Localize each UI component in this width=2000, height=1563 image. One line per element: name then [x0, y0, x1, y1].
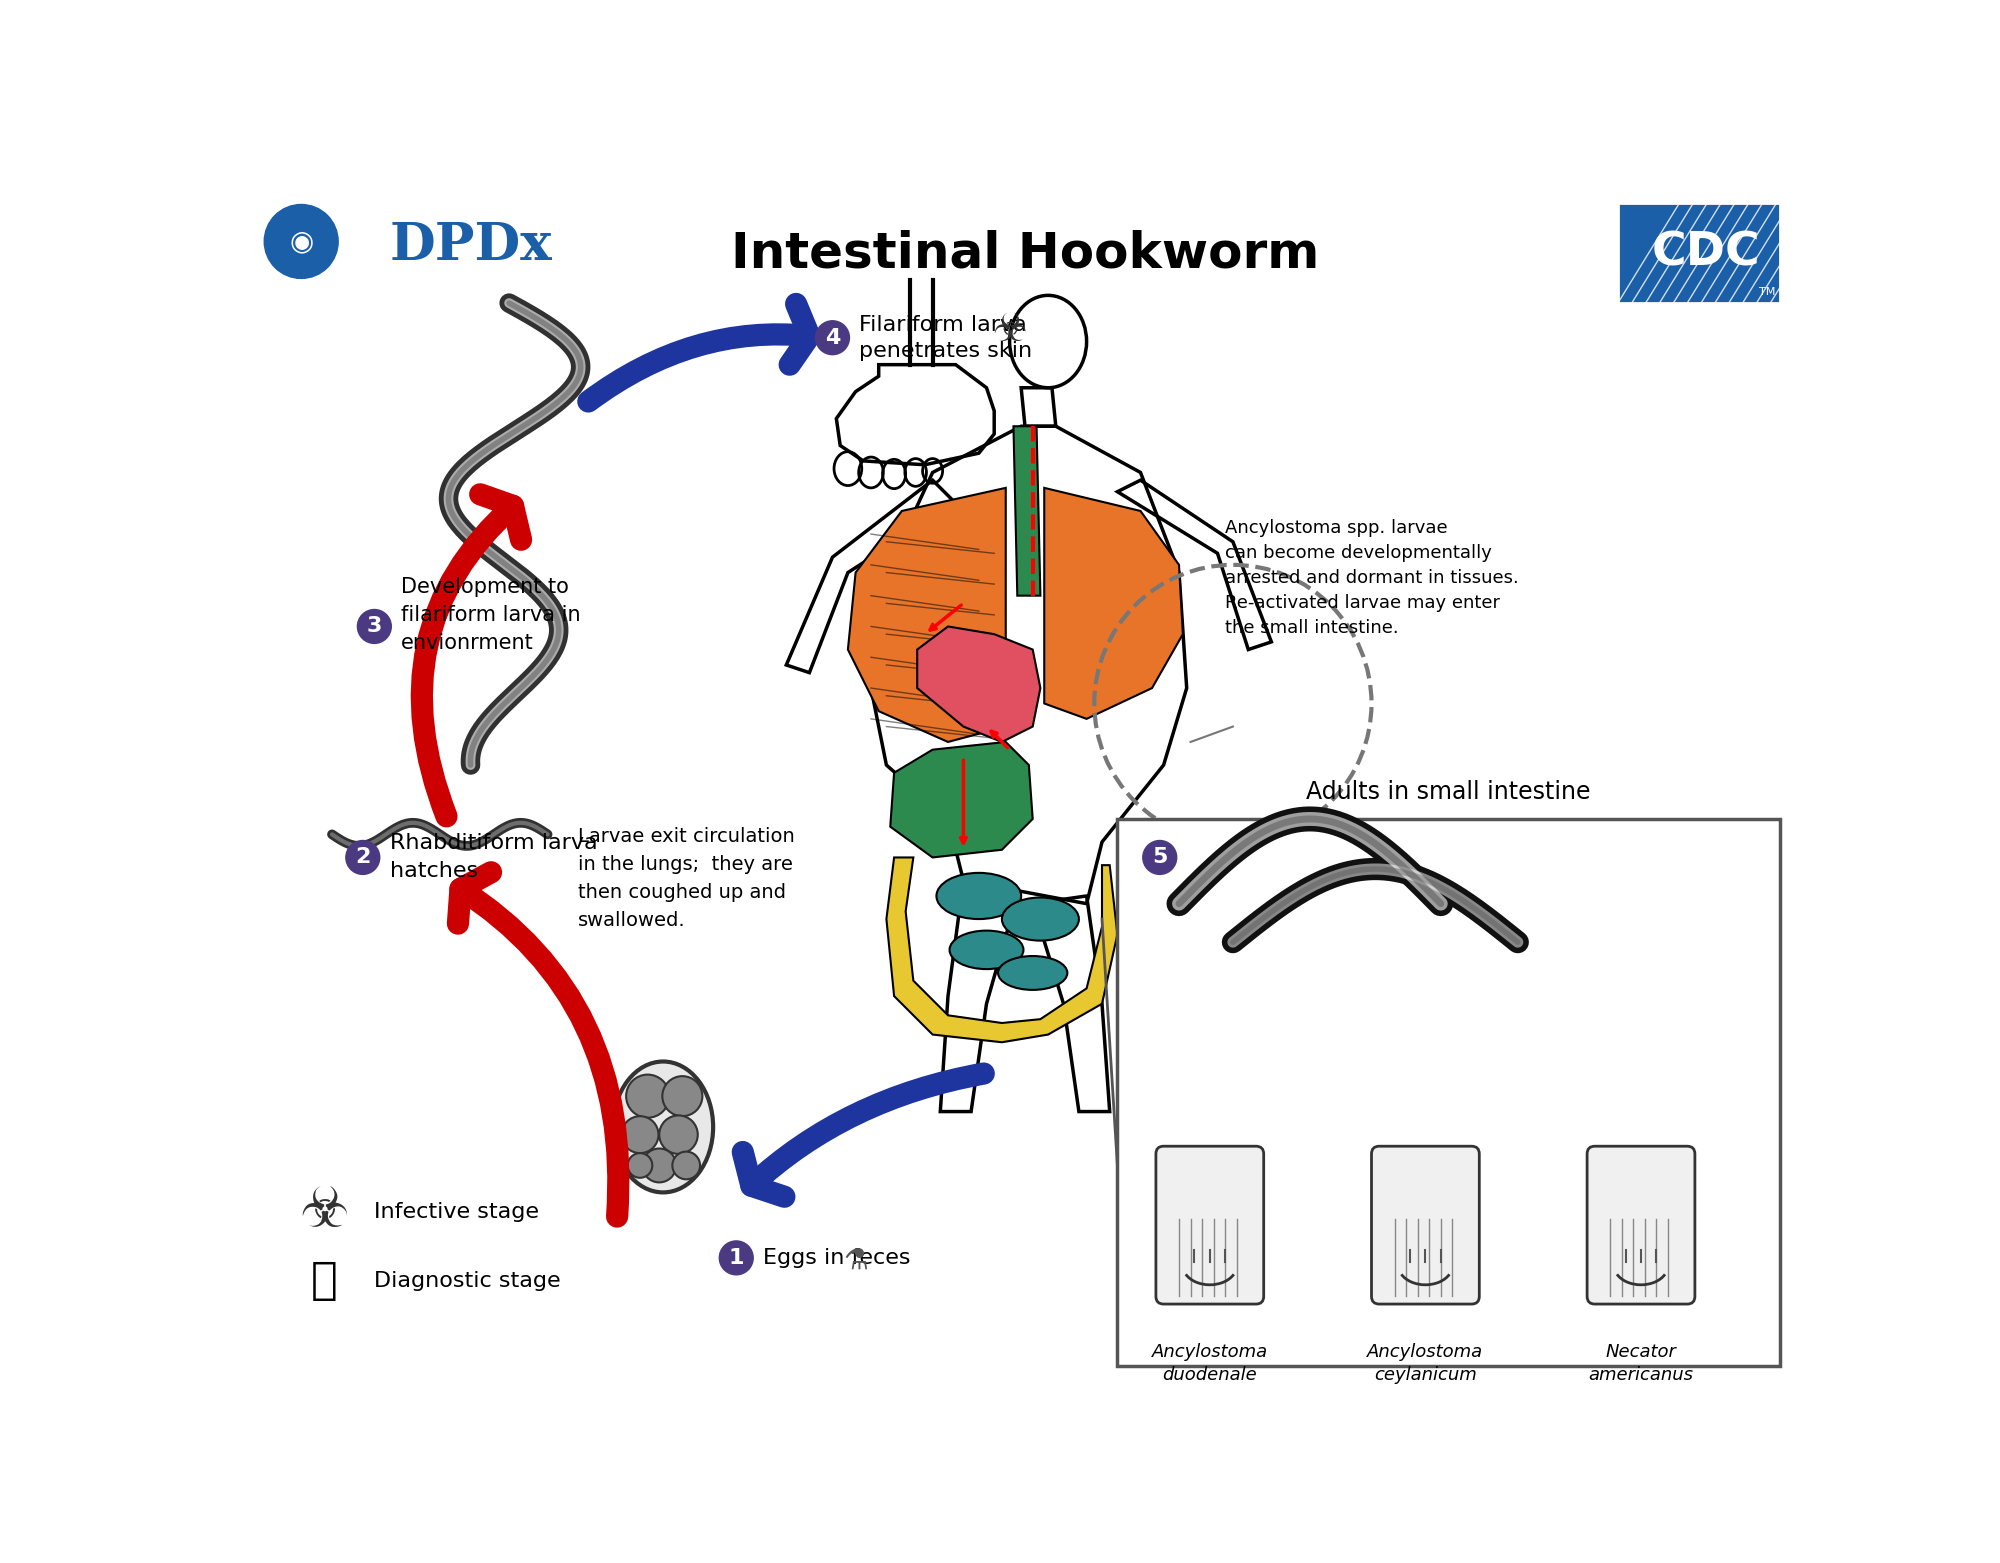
Text: Larvae exit circulation
in the lungs;  they are
then coughed up and
swallowed.: Larvae exit circulation in the lungs; th…: [578, 827, 796, 930]
Text: Ancylostoma spp. larvae
can become developmentally
arrested and dormant in tissu: Ancylostoma spp. larvae can become devel…: [1226, 519, 1518, 636]
Circle shape: [720, 1241, 754, 1275]
Text: ☣: ☣: [300, 1185, 350, 1238]
Polygon shape: [1044, 488, 1182, 719]
Text: Ancylostoma
duodenale: Ancylostoma duodenale: [1152, 1343, 1268, 1385]
Text: 4: 4: [824, 328, 840, 347]
Text: ◉: ◉: [290, 228, 314, 255]
Text: 5: 5: [1152, 847, 1168, 867]
Text: 3: 3: [366, 616, 382, 636]
Text: 🔬: 🔬: [310, 1260, 338, 1302]
Circle shape: [264, 205, 338, 278]
Text: Infective stage: Infective stage: [374, 1202, 540, 1222]
Polygon shape: [890, 742, 1032, 858]
Ellipse shape: [628, 1153, 652, 1179]
Text: CDC: CDC: [1652, 230, 1760, 275]
FancyBboxPatch shape: [1156, 1146, 1264, 1304]
Text: 1: 1: [728, 1247, 744, 1268]
Polygon shape: [1014, 427, 1040, 596]
Text: Intestinal Hookworm: Intestinal Hookworm: [730, 230, 1320, 278]
Text: Necator
americanus: Necator americanus: [1588, 1343, 1694, 1385]
Polygon shape: [886, 858, 1118, 1043]
Circle shape: [358, 610, 392, 644]
FancyArrowPatch shape: [422, 494, 522, 816]
Text: Rhabditiform larva
hatches: Rhabditiform larva hatches: [390, 833, 598, 882]
Ellipse shape: [998, 957, 1068, 989]
Text: Development to
filariform larva in
envionrment: Development to filariform larva in envio…: [402, 577, 580, 653]
Bar: [1618, 203, 1780, 303]
Ellipse shape: [614, 1061, 714, 1193]
FancyArrowPatch shape: [588, 303, 810, 402]
Text: TM: TM: [1760, 288, 1776, 297]
FancyArrowPatch shape: [742, 1074, 984, 1197]
Text: Filariform larva
penetrates skin: Filariform larva penetrates skin: [860, 314, 1032, 361]
Text: Diagnostic stage: Diagnostic stage: [374, 1271, 560, 1291]
Circle shape: [1142, 841, 1176, 874]
Ellipse shape: [660, 1116, 698, 1153]
Text: ⚗: ⚗: [844, 1247, 868, 1275]
Text: Eggs in feces: Eggs in feces: [764, 1247, 910, 1268]
Bar: [1118, 819, 1780, 1366]
Polygon shape: [848, 488, 1006, 742]
Text: Adults in small intestine: Adults in small intestine: [1306, 780, 1590, 803]
Ellipse shape: [672, 1152, 700, 1180]
Polygon shape: [918, 627, 1040, 742]
FancyArrowPatch shape: [458, 872, 618, 1216]
Text: 2: 2: [356, 847, 370, 867]
FancyBboxPatch shape: [1372, 1146, 1480, 1304]
Text: DPDx: DPDx: [390, 220, 552, 270]
Text: ☣: ☣: [992, 311, 1028, 349]
Ellipse shape: [936, 872, 1022, 919]
Circle shape: [816, 320, 850, 355]
Ellipse shape: [662, 1077, 702, 1116]
FancyBboxPatch shape: [1588, 1146, 1694, 1304]
Ellipse shape: [642, 1149, 676, 1182]
Text: Ancylostoma
ceylanicum: Ancylostoma ceylanicum: [1368, 1343, 1484, 1385]
Circle shape: [346, 841, 380, 874]
Ellipse shape: [622, 1116, 658, 1153]
Ellipse shape: [1002, 897, 1078, 941]
Ellipse shape: [626, 1075, 670, 1118]
Ellipse shape: [950, 930, 1024, 969]
